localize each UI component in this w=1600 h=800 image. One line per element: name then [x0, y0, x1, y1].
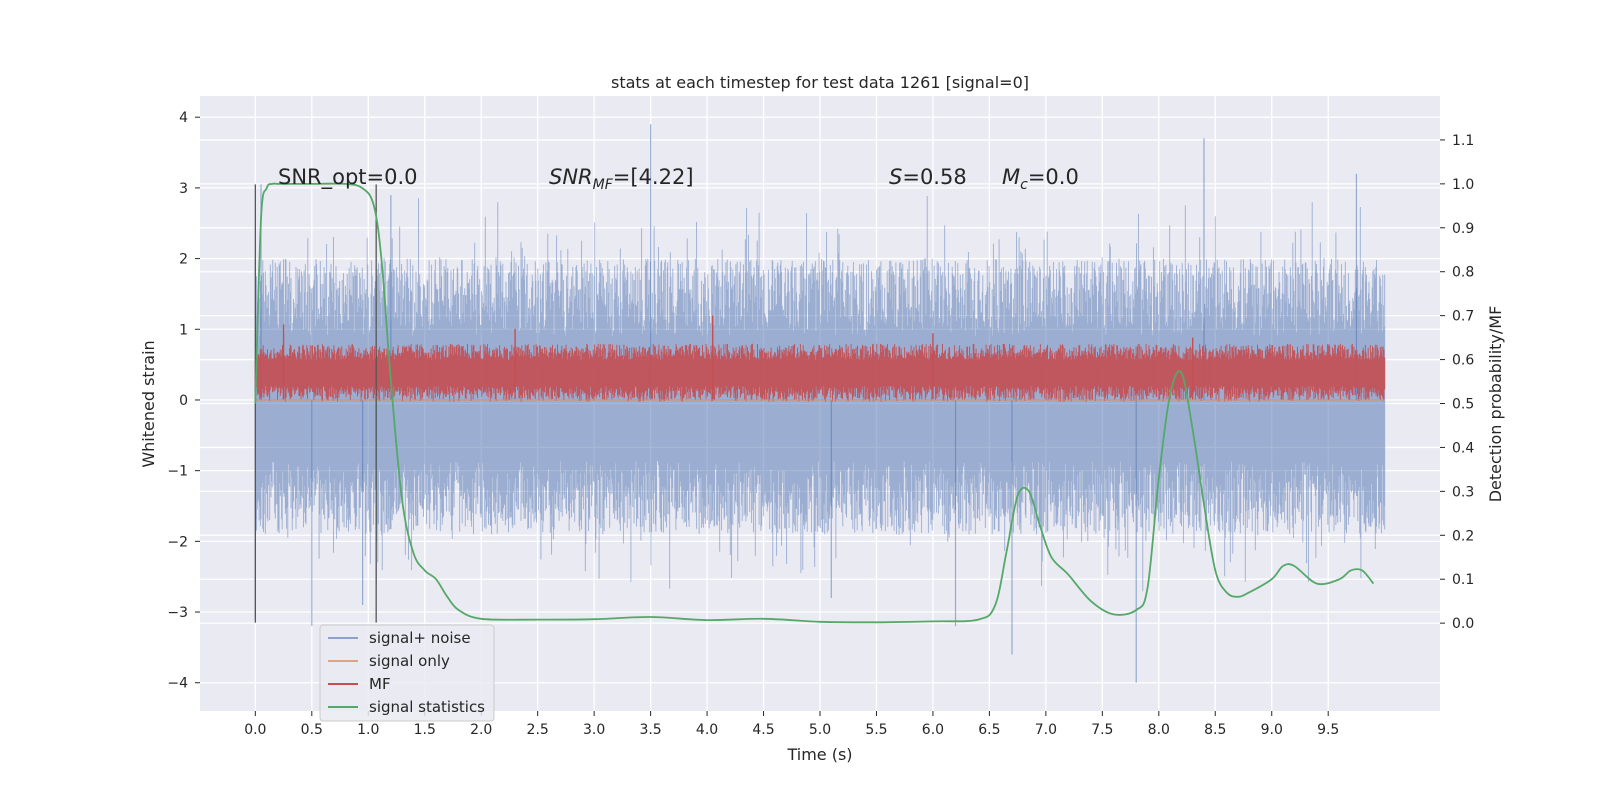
y-tick-label: 1	[179, 322, 188, 338]
annotation-snr-mf-base: SNR	[549, 165, 593, 189]
annotation-snr-mf: SNRMF=[4.22]	[549, 165, 694, 193]
legend-label-signal-noise: signal+ noise	[369, 629, 471, 647]
x-tick-label: 3.0	[583, 722, 605, 738]
annotation-s: S=0.58	[889, 165, 967, 189]
y-tick-label: 3	[179, 181, 188, 197]
y-tick-label: 2	[179, 252, 188, 268]
y2-tick-label: 1.1	[1452, 133, 1474, 149]
x-tick-label: 8.0	[1148, 722, 1170, 738]
y2-tick-label: 0.6	[1452, 353, 1474, 369]
legend-label-mf: MF	[369, 675, 391, 693]
legend-label-signal-only: signal only	[369, 652, 450, 670]
x-tick-label: 9.0	[1261, 722, 1283, 738]
y2-tick-label: 0.0	[1452, 616, 1474, 632]
x-tick-label: 4.5	[752, 722, 774, 738]
x-axis-ticks: 0.0 0.5 1.0 1.5 2.0 2.5 3.0 3.5 4.0 4.5 5.0 5.5 6.0 6…	[244, 711, 1339, 738]
y2-tick-label: 0.2	[1452, 528, 1474, 544]
x-tick-label: 2.0	[470, 722, 492, 738]
x-tick-label: 2.5	[527, 722, 549, 738]
annotation-snr-mf-value: =[4.22]	[613, 165, 694, 189]
x-tick-label: 5.5	[865, 722, 887, 738]
y2-tick-label: 0.1	[1452, 572, 1474, 588]
legend: signal+ noise signal only MF signal stat…	[319, 624, 495, 722]
signal-statistics-series	[254, 182, 1375, 624]
y-axis-ticks: −4 −3 −2 −1 0 1 2 3 4	[167, 110, 200, 692]
x-tick-label: 5.0	[809, 722, 831, 738]
x-tick-label: 0.0	[244, 722, 266, 738]
x-tick-label: 7.5	[1091, 722, 1113, 738]
legend-label-signal-statistics: signal statistics	[369, 698, 485, 716]
x-tick-label: 1.0	[357, 722, 379, 738]
legend-box	[319, 624, 495, 722]
y-tick-label: −4	[167, 676, 188, 692]
x-tick-label: 7.0	[1035, 722, 1057, 738]
annotation-mc-value: =0.0	[1028, 165, 1079, 189]
signal-statistics-trace	[254, 182, 1375, 624]
x-axis-label: Time (s)	[786, 745, 852, 764]
y-tick-label: −1	[167, 464, 188, 480]
y-tick-label: −2	[167, 534, 188, 550]
annotation-s-value: =0.58	[902, 165, 966, 189]
y2-tick-label: 0.4	[1452, 440, 1474, 456]
annotation-s-base: S	[889, 165, 902, 189]
y-tick-label: −3	[167, 605, 188, 621]
y2-axis-label: Detection probability/MF	[1486, 306, 1505, 503]
y2-tick-label: 1.0	[1452, 177, 1474, 193]
y2-tick-label: 0.8	[1452, 265, 1474, 281]
y-tick-label: 4	[179, 110, 188, 126]
y2-axis-ticks: 0.0 0.1 0.2 0.3 0.4 0.5 0.6 0.7 0.8 0.9 1.0 1.1	[1440, 133, 1474, 632]
x-tick-label: 0.5	[301, 722, 323, 738]
x-tick-label: 3.5	[639, 722, 661, 738]
y2-tick-label: 0.9	[1452, 221, 1474, 237]
y2-tick-label: 0.7	[1452, 309, 1474, 325]
annotation-mc-base: M	[1002, 165, 1020, 189]
x-tick-label: 6.5	[978, 722, 1000, 738]
x-tick-label: 4.0	[696, 722, 718, 738]
chart-title: stats at each timestep for test data 126…	[611, 73, 1029, 92]
annotation-snr-mf-sub: MF	[593, 177, 614, 193]
annotations: SNR_opt=0.0 SNRMF=[4.22] S=0.58 Mc=0.0	[278, 165, 1079, 193]
x-tick-label: 9.5	[1317, 722, 1339, 738]
x-tick-label: 1.5	[414, 722, 436, 738]
annotation-mc: Mc=0.0	[1002, 165, 1079, 193]
annotation-snr-opt: SNR_opt=0.0	[278, 165, 418, 190]
annotation-mc-sub: c	[1020, 177, 1028, 193]
y-tick-label: 0	[179, 393, 188, 409]
y-axis-label: Whitened strain	[139, 340, 158, 467]
y2-tick-label: 0.5	[1452, 397, 1474, 413]
x-tick-label: 6.0	[922, 722, 944, 738]
x-tick-label: 8.5	[1204, 722, 1226, 738]
y2-tick-label: 0.3	[1452, 484, 1474, 500]
